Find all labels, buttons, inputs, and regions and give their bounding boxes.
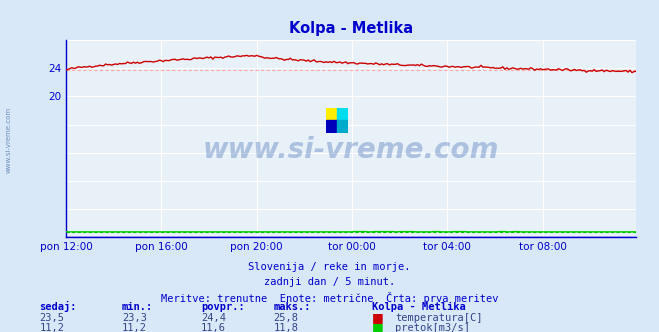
Bar (326, 121, 337, 133)
Text: Kolpa - Metlika: Kolpa - Metlika (372, 302, 466, 312)
Text: temperatura[C]: temperatura[C] (395, 313, 483, 323)
Text: min.:: min.: (122, 302, 153, 312)
Text: www.si-vreme.com: www.si-vreme.com (5, 106, 12, 173)
Text: 23,5: 23,5 (40, 313, 65, 323)
Title: Kolpa - Metlika: Kolpa - Metlika (289, 21, 413, 36)
Bar (337, 108, 348, 121)
Text: 23,3: 23,3 (122, 313, 147, 323)
Text: 11,6: 11,6 (201, 323, 226, 332)
Text: www.si-vreme.com: www.si-vreme.com (203, 136, 499, 164)
Text: ■: ■ (372, 321, 384, 332)
Text: 11,2: 11,2 (122, 323, 147, 332)
Text: Meritve: trenutne  Enote: metrične  Črta: prva meritev: Meritve: trenutne Enote: metrične Črta: … (161, 292, 498, 304)
Bar (326, 108, 337, 121)
Text: Slovenija / reke in morje.: Slovenija / reke in morje. (248, 262, 411, 272)
Text: sedaj:: sedaj: (40, 301, 77, 312)
Text: ■: ■ (372, 311, 384, 324)
Text: 25,8: 25,8 (273, 313, 299, 323)
Text: 11,8: 11,8 (273, 323, 299, 332)
Text: pretok[m3/s]: pretok[m3/s] (395, 323, 471, 332)
Text: 24,4: 24,4 (201, 313, 226, 323)
Text: maks.:: maks.: (273, 302, 311, 312)
Text: 11,2: 11,2 (40, 323, 65, 332)
Bar (337, 121, 348, 133)
Text: zadnji dan / 5 minut.: zadnji dan / 5 minut. (264, 277, 395, 287)
Text: povpr.:: povpr.: (201, 302, 244, 312)
